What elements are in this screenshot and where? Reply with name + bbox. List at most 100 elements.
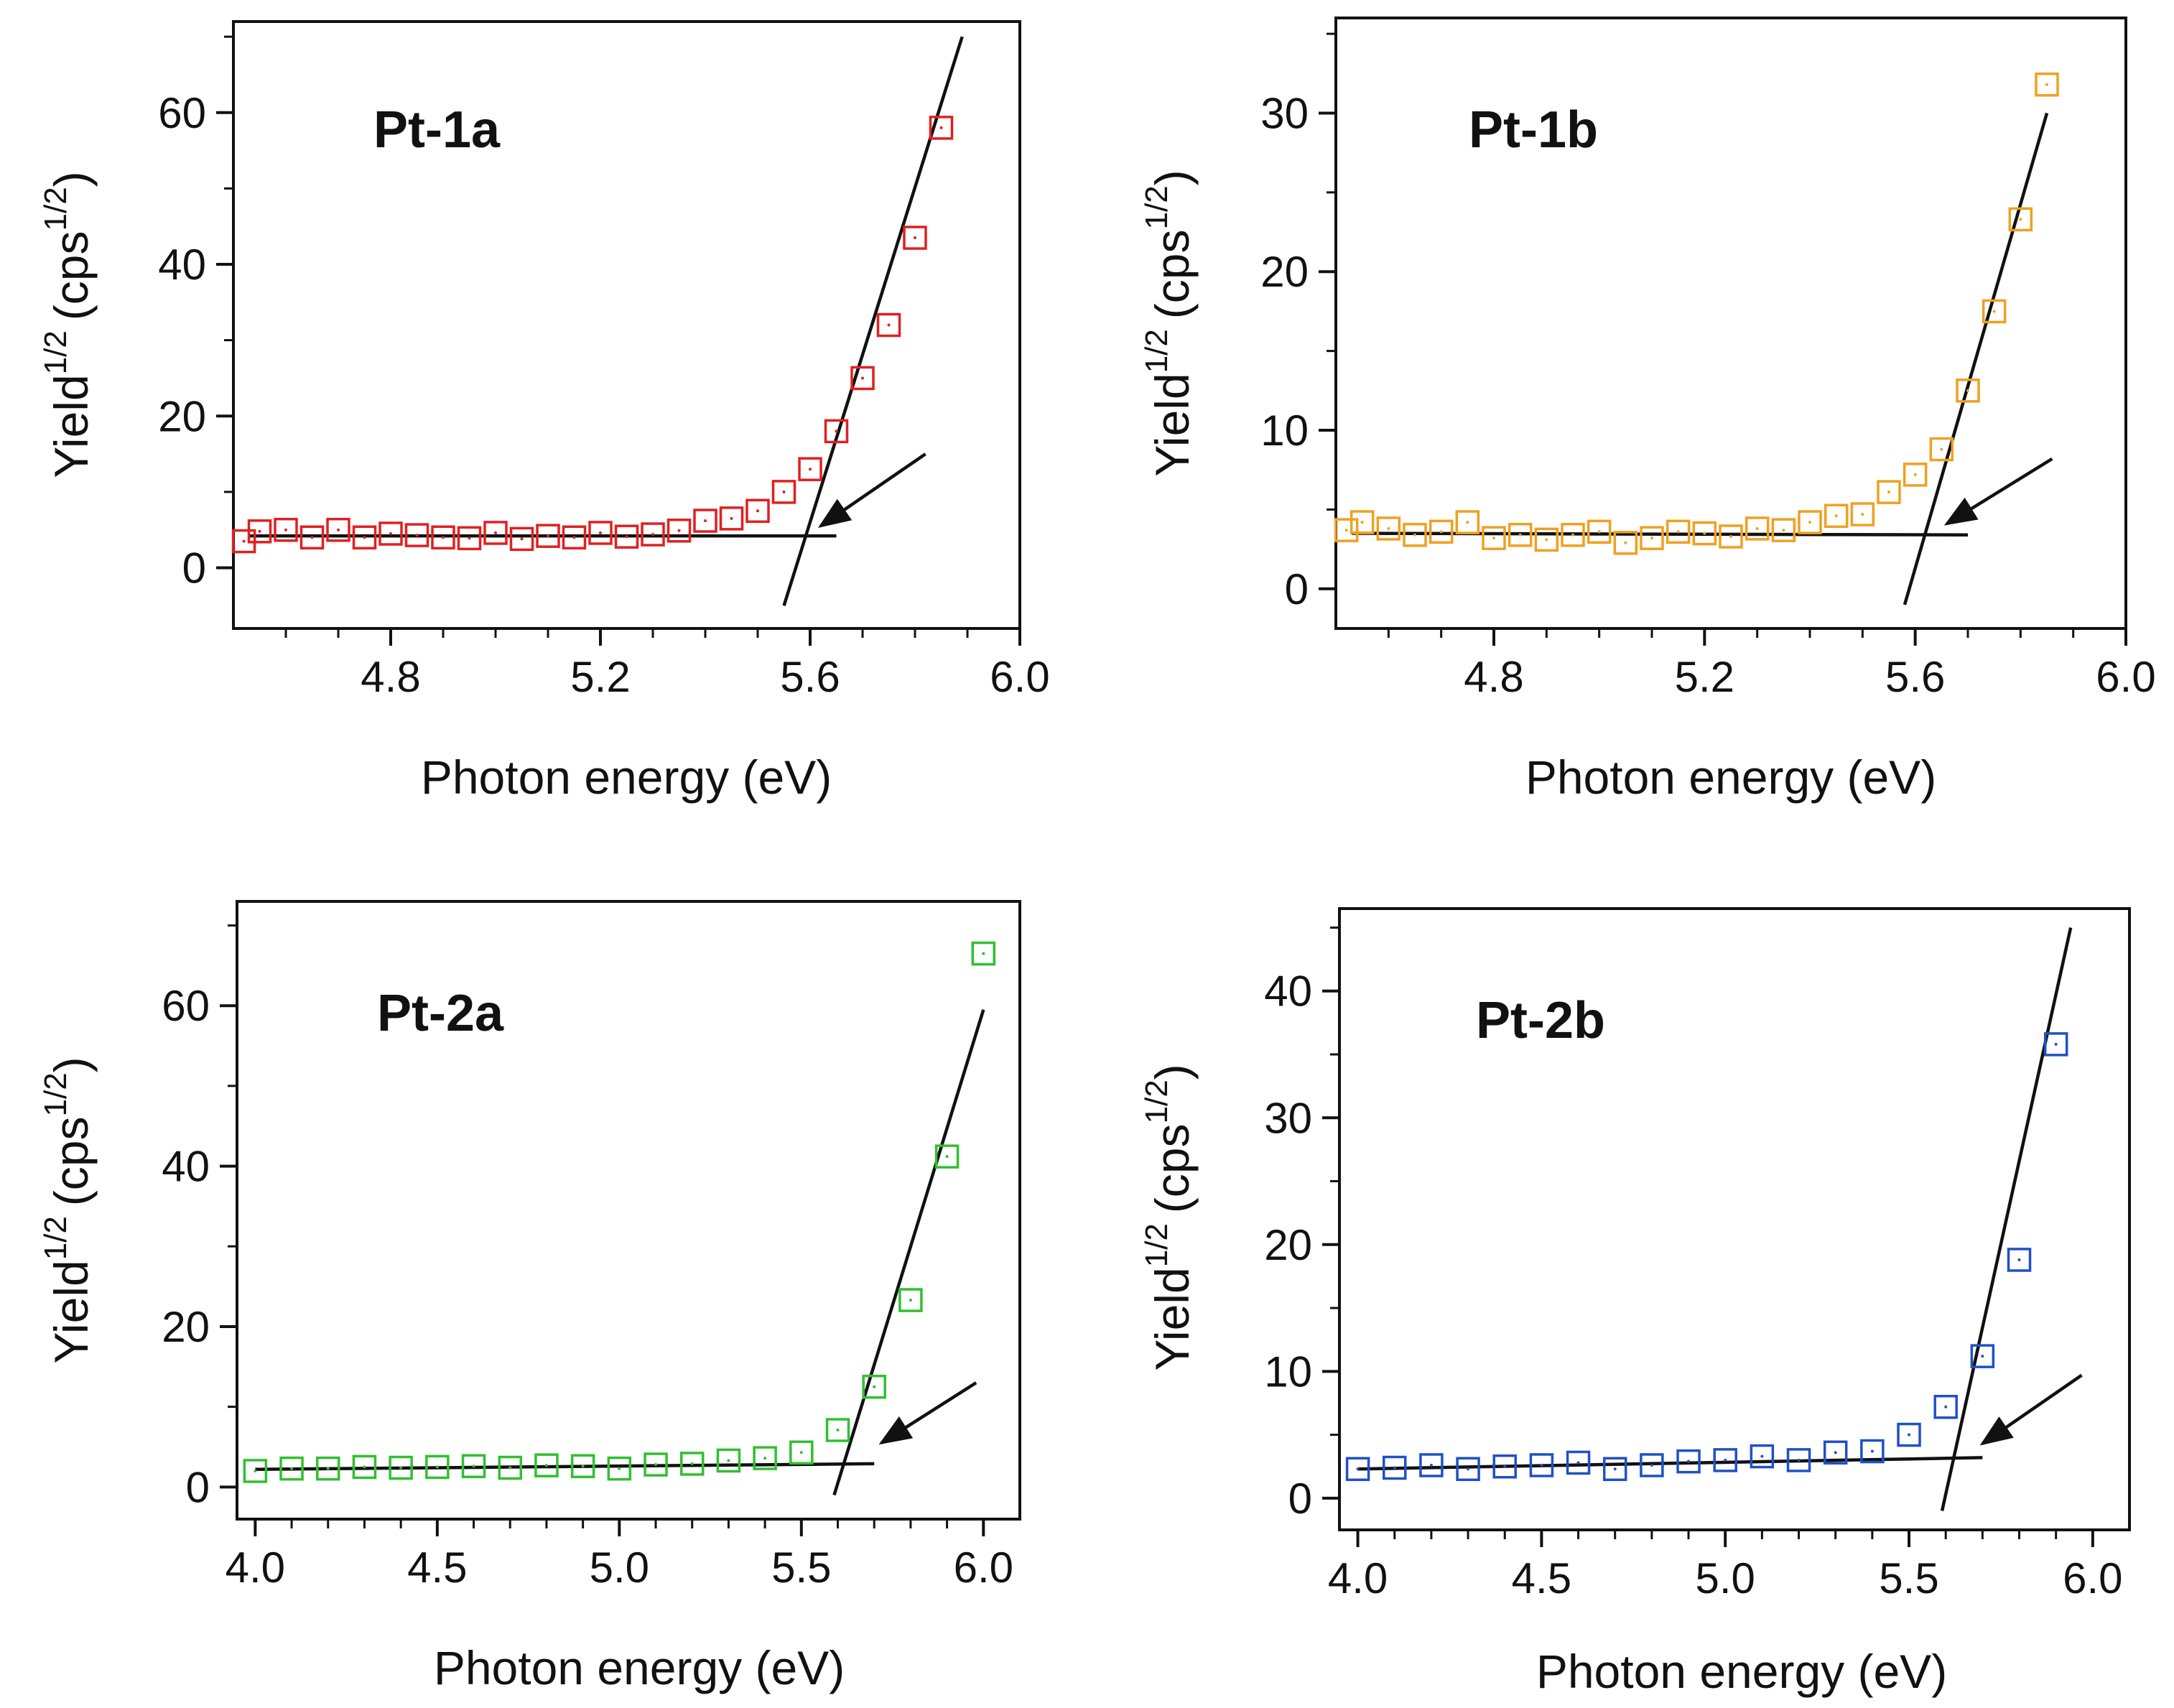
data-point	[1860, 1439, 1885, 1464]
data-point-center	[337, 528, 340, 532]
data-point	[1587, 519, 1612, 544]
data-point-center	[1545, 538, 1548, 542]
data-point	[1786, 1448, 1811, 1472]
data-point	[1529, 1453, 1554, 1477]
y-title-close: )	[1146, 170, 1199, 185]
data-point	[1482, 526, 1506, 550]
x-tick-label: 4.8	[361, 653, 420, 701]
y-axis-title: Yield1/2(cps1/2)	[38, 1057, 98, 1363]
data-point	[898, 1288, 923, 1312]
data-point-center	[651, 533, 654, 537]
y-tick-label: 0	[1288, 1475, 1312, 1523]
data-point	[425, 1454, 450, 1480]
data-point-center	[690, 1462, 694, 1465]
panel-pt-2b: Pt-2b Photon energy (eV) Yield1/2(cps1/2…	[1139, 907, 2131, 1698]
data-point-center	[468, 537, 471, 540]
data-point	[2035, 72, 2059, 97]
data-point	[431, 525, 455, 549]
data-point	[934, 1144, 960, 1169]
data-point	[378, 521, 403, 546]
data-point	[1676, 1449, 1701, 1474]
data-point-center	[835, 430, 838, 433]
data-point-center	[1966, 389, 1969, 392]
data-point-center	[618, 1467, 621, 1470]
data-point-center	[1613, 1467, 1617, 1471]
y-title-base: Yield	[45, 374, 98, 478]
x-tick-label: 6.0	[2096, 653, 2155, 701]
data-point	[352, 1454, 377, 1480]
data-point	[745, 498, 770, 524]
onset-arrow	[1943, 457, 2053, 526]
y-title-unit: (cps	[1146, 1123, 1199, 1213]
data-point-center	[284, 528, 287, 532]
data-point-center	[254, 1469, 257, 1472]
data-point	[274, 517, 298, 542]
data-point-center	[242, 539, 246, 543]
x-tick-label: 5.2	[570, 653, 630, 701]
data-point	[1771, 518, 1796, 542]
data-point-center	[389, 532, 392, 535]
data-point-center	[914, 236, 916, 240]
fit-line	[782, 36, 964, 606]
data-point-center	[1808, 521, 1811, 524]
data-point-center	[1782, 529, 1785, 532]
data-point	[315, 1456, 340, 1481]
data-point-center	[1724, 1458, 1727, 1462]
data-point-center	[442, 536, 445, 539]
data-point-center	[472, 1465, 475, 1468]
y-axis-title: Yield1/2(cps1/2)	[38, 171, 98, 478]
data-point	[719, 506, 744, 531]
data-point-center	[363, 536, 366, 539]
data-point	[1456, 1457, 1480, 1482]
data-point-center	[1908, 1433, 1911, 1437]
x-tick-label: 4.8	[1464, 653, 1523, 701]
data-point	[1613, 531, 1638, 555]
data-point	[299, 525, 325, 549]
data-point-center	[581, 1465, 585, 1468]
data-point-center	[1518, 533, 1522, 537]
data-point	[850, 366, 875, 391]
data-point-center	[1861, 513, 1864, 516]
data-point	[1877, 480, 1901, 504]
data-point-center	[1650, 537, 1653, 540]
data-point-center	[435, 1465, 439, 1469]
data-point	[498, 1455, 522, 1480]
x-axis-title: Photon energy (eV)	[1525, 751, 1936, 804]
y-tick-label: 20	[158, 392, 206, 440]
data-point	[389, 1455, 413, 1480]
x-tick-label: 5.6	[1885, 653, 1945, 701]
data-point	[1750, 1444, 1775, 1469]
onset-arrow	[1979, 1373, 2083, 1446]
y-tick-label: 10	[1264, 1347, 1312, 1396]
data-point	[798, 457, 822, 481]
data-point	[326, 517, 350, 542]
data-point-center	[625, 535, 628, 539]
data-point	[2008, 207, 2033, 232]
data-point-center	[1492, 537, 1495, 540]
x-axis-title: Photon energy (eV)	[434, 1641, 845, 1694]
y-axis-title: Yield1/2(cps1/2)	[1139, 1064, 1199, 1370]
x-axis-title: Photon energy (eV)	[421, 751, 832, 804]
data-point-center	[1992, 310, 1996, 313]
data-point	[1692, 521, 1717, 546]
y-title-close: )	[45, 171, 98, 187]
data-point-center	[1439, 530, 1443, 534]
data-point	[1933, 1395, 1958, 1419]
data-point	[929, 116, 954, 140]
data-point-center	[572, 536, 576, 539]
data-point	[570, 1454, 595, 1479]
data-point-center	[909, 1299, 912, 1302]
data-point-center	[1467, 1467, 1470, 1471]
x-tick-label: 4.0	[226, 1544, 285, 1592]
y-title-close: )	[1146, 1064, 1199, 1080]
y-tick-label: 40	[1264, 967, 1312, 1016]
data-point	[1640, 1453, 1664, 1477]
data-point-center	[1387, 526, 1390, 530]
data-point	[1823, 1440, 1848, 1465]
data-point	[607, 1456, 632, 1481]
data-point	[693, 509, 717, 533]
fit-line	[832, 1009, 985, 1496]
data-point	[483, 521, 508, 545]
fit-line	[1940, 927, 2073, 1512]
data-point-center	[873, 1385, 876, 1388]
